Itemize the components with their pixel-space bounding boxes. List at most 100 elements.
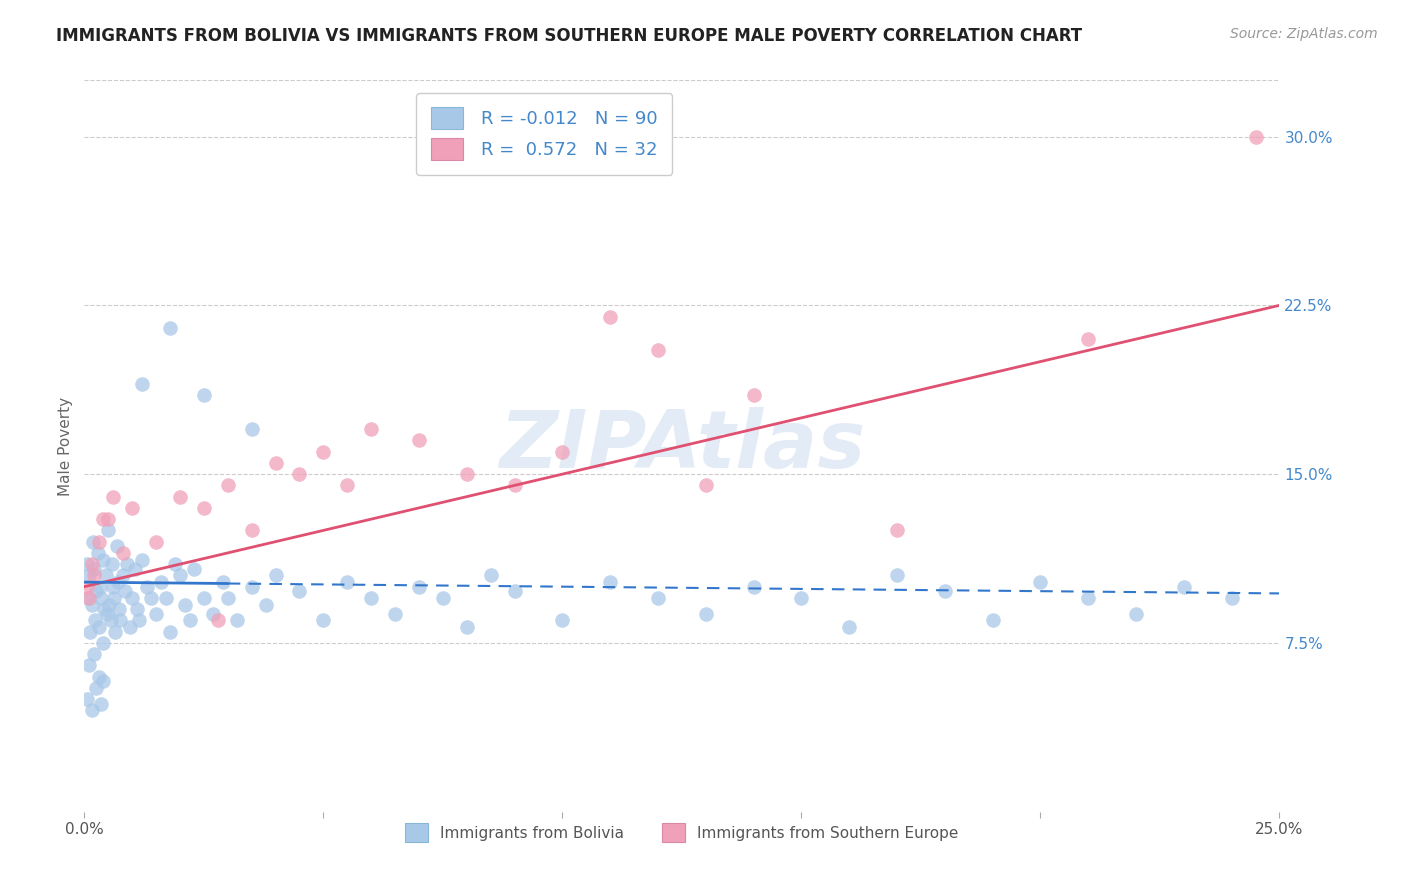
Point — [121, 500, 143, 515]
Point — [124, 562, 146, 576]
Point — [103, 591, 125, 605]
Point — [165, 557, 187, 571]
Point — [90, 697, 112, 711]
Point — [141, 591, 163, 605]
Point — [193, 591, 215, 605]
Point — [1125, 607, 1147, 621]
Point — [384, 607, 406, 621]
Point — [97, 512, 120, 526]
Point — [479, 568, 502, 582]
Point — [101, 557, 124, 571]
Point — [647, 343, 669, 358]
Point — [240, 422, 263, 436]
Point — [1077, 591, 1099, 605]
Point — [80, 598, 103, 612]
Point — [742, 580, 765, 594]
Point — [86, 681, 108, 695]
Point — [503, 478, 526, 492]
Point — [503, 584, 526, 599]
Point — [83, 647, 105, 661]
Point — [149, 575, 172, 590]
Point — [79, 624, 101, 639]
Point — [169, 568, 191, 582]
Point — [240, 524, 263, 538]
Point — [87, 546, 110, 560]
Point — [101, 490, 124, 504]
Point — [838, 620, 860, 634]
Point — [111, 568, 134, 582]
Text: IMMIGRANTS FROM BOLIVIA VS IMMIGRANTS FROM SOUTHERN EUROPE MALE POVERTY CORRELAT: IMMIGRANTS FROM BOLIVIA VS IMMIGRANTS FR… — [56, 27, 1083, 45]
Point — [408, 580, 430, 594]
Point — [408, 434, 430, 448]
Point — [599, 575, 621, 590]
Point — [742, 388, 765, 402]
Y-axis label: Male Poverty: Male Poverty — [58, 396, 73, 496]
Point — [87, 620, 110, 634]
Point — [111, 546, 134, 560]
Point — [336, 478, 359, 492]
Point — [76, 692, 98, 706]
Point — [77, 591, 100, 605]
Point — [217, 591, 239, 605]
Point — [107, 602, 129, 616]
Point — [121, 591, 143, 605]
Point — [96, 607, 118, 621]
Point — [76, 580, 98, 594]
Point — [790, 591, 813, 605]
Point — [131, 377, 153, 392]
Point — [288, 467, 311, 482]
Point — [217, 478, 239, 492]
Point — [77, 658, 100, 673]
Point — [155, 591, 177, 605]
Point — [100, 614, 122, 628]
Legend: Immigrants from Bolivia, Immigrants from Southern Europe: Immigrants from Bolivia, Immigrants from… — [399, 817, 965, 848]
Point — [82, 534, 104, 549]
Point — [93, 602, 115, 616]
Point — [551, 444, 574, 458]
Point — [336, 575, 359, 590]
Point — [456, 467, 478, 482]
Point — [89, 580, 111, 594]
Point — [93, 552, 115, 566]
Point — [207, 614, 229, 628]
Point — [193, 500, 215, 515]
Point — [83, 568, 105, 582]
Point — [212, 575, 235, 590]
Point — [76, 557, 98, 571]
Point — [110, 614, 132, 628]
Point — [93, 512, 115, 526]
Point — [83, 562, 105, 576]
Point — [1029, 575, 1052, 590]
Point — [183, 562, 205, 576]
Point — [83, 614, 105, 628]
Point — [886, 524, 908, 538]
Point — [80, 557, 103, 571]
Point — [114, 584, 136, 599]
Point — [264, 456, 287, 470]
Point — [179, 614, 201, 628]
Point — [312, 444, 335, 458]
Point — [226, 614, 249, 628]
Point — [90, 591, 112, 605]
Point — [1220, 591, 1243, 605]
Point — [193, 388, 215, 402]
Point — [551, 614, 574, 628]
Point — [647, 591, 669, 605]
Text: Source: ZipAtlas.com: Source: ZipAtlas.com — [1230, 27, 1378, 41]
Point — [254, 598, 277, 612]
Point — [80, 703, 103, 717]
Point — [107, 575, 129, 590]
Point — [202, 607, 225, 621]
Point — [135, 580, 157, 594]
Point — [981, 614, 1004, 628]
Point — [145, 534, 167, 549]
Point — [264, 568, 287, 582]
Point — [1244, 129, 1267, 144]
Point — [886, 568, 908, 582]
Point — [1077, 332, 1099, 346]
Point — [159, 624, 181, 639]
Point — [93, 674, 115, 689]
Point — [118, 620, 141, 634]
Point — [169, 490, 191, 504]
Point — [77, 568, 100, 582]
